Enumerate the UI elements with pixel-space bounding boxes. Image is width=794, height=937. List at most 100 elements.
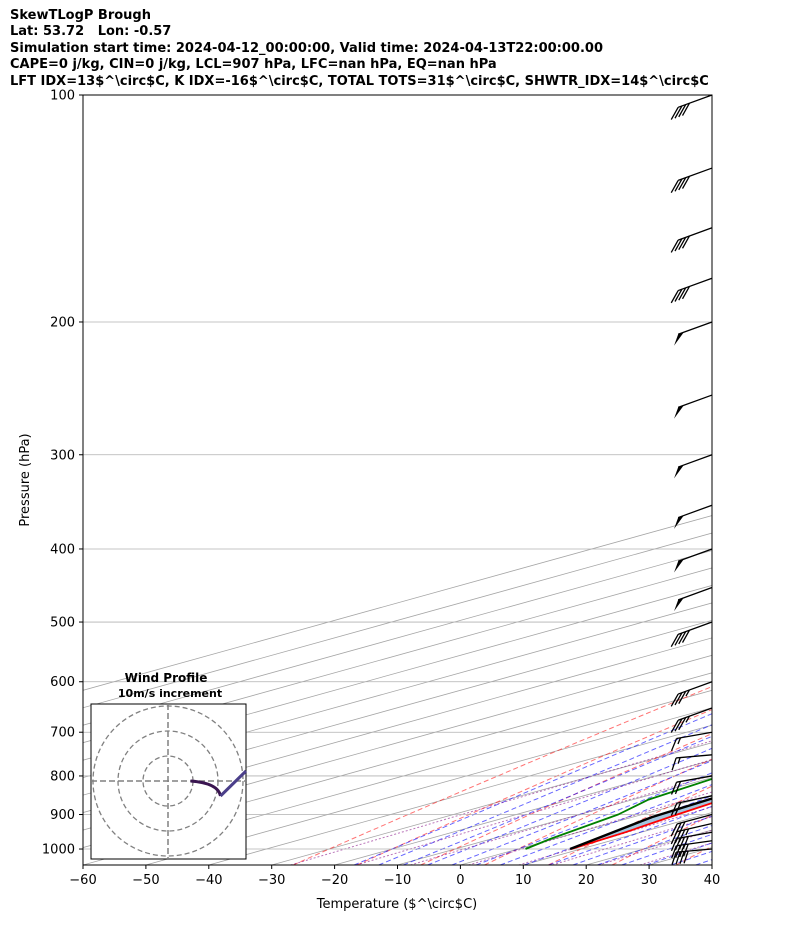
x-tick-label: 10 bbox=[515, 873, 532, 888]
barb-staff bbox=[676, 840, 713, 847]
moist-adiabat bbox=[572, 815, 712, 865]
isotherm bbox=[523, 812, 712, 865]
moist-adiabat bbox=[621, 833, 712, 865]
barb-full bbox=[670, 239, 679, 253]
barb-full bbox=[670, 180, 679, 194]
y-tick-label: 100 bbox=[50, 89, 75, 104]
barb-flag bbox=[674, 465, 684, 479]
moist-adiabat bbox=[500, 784, 712, 865]
barb-full bbox=[682, 843, 689, 857]
barb-full bbox=[671, 757, 677, 771]
chart-header: SkewTLogP Brough Lat: 53.72 Lon: -0.57 S… bbox=[10, 8, 709, 90]
moist-adiabat bbox=[353, 713, 712, 865]
wind-barb bbox=[670, 94, 713, 120]
barb-full bbox=[670, 738, 678, 752]
y-tick-label: 800 bbox=[50, 769, 75, 784]
barb-full bbox=[670, 803, 678, 816]
wind-barb bbox=[670, 731, 713, 752]
wind-barb bbox=[670, 167, 713, 194]
barb-staff bbox=[677, 454, 713, 468]
moist-adiabat bbox=[475, 772, 712, 865]
x-tick-label: −30 bbox=[258, 873, 285, 888]
moist-adiabat bbox=[403, 735, 712, 865]
barb-full bbox=[682, 836, 689, 849]
isotherm bbox=[83, 654, 712, 831]
dry-adiabat bbox=[420, 733, 712, 865]
y-axis-ticks: 100 200 300 400 500 600 700 800 900 1000 bbox=[42, 89, 83, 858]
hodograph-plot bbox=[91, 704, 248, 859]
barb-staff bbox=[676, 731, 713, 740]
barb-flag bbox=[674, 515, 684, 529]
y-tick-label: 600 bbox=[50, 675, 75, 690]
wind-barb bbox=[674, 454, 713, 479]
barb-full bbox=[670, 693, 679, 707]
barb-staff bbox=[676, 831, 713, 840]
wind-barbs-layer bbox=[670, 94, 713, 865]
header-location: Lat: 53.72 Lon: -0.57 bbox=[10, 24, 172, 40]
mixing-ratio-line bbox=[356, 759, 712, 865]
barb-staff bbox=[677, 227, 713, 241]
barb-full bbox=[670, 781, 678, 795]
header-indices-1: CAPE=0 j/kg, CIN=0 j/kg, LCL=907 hPa, LF… bbox=[10, 57, 497, 73]
dry-adiabat bbox=[292, 686, 712, 865]
moist-adiabat bbox=[427, 747, 712, 865]
wind-barb bbox=[671, 754, 713, 771]
dry-adiabat bbox=[675, 845, 712, 865]
isotherm bbox=[83, 689, 712, 865]
hodograph-low-segment bbox=[190, 779, 222, 797]
isotherm bbox=[711, 864, 712, 865]
y-axis-label: Pressure (hPa) bbox=[18, 433, 33, 526]
barb-full bbox=[674, 802, 682, 816]
barb-staff bbox=[676, 822, 713, 833]
barb-staff bbox=[676, 775, 713, 783]
wind-barb bbox=[670, 707, 713, 733]
barb-full bbox=[681, 286, 691, 300]
y-tick-label: 700 bbox=[50, 726, 75, 741]
x-tick-label: −10 bbox=[384, 873, 411, 888]
mixing-ratio-line bbox=[290, 740, 712, 865]
wind-barb bbox=[671, 840, 713, 859]
hodograph-high-segment bbox=[219, 769, 248, 798]
barb-full bbox=[674, 238, 683, 252]
barb-staff bbox=[677, 277, 713, 292]
barb-half bbox=[677, 737, 682, 745]
isotherm bbox=[208, 724, 712, 865]
barb-full bbox=[678, 691, 687, 704]
wind-barb bbox=[670, 227, 713, 253]
barb-full bbox=[671, 845, 677, 859]
dry-adiabat bbox=[484, 758, 712, 865]
barb-full bbox=[670, 719, 679, 733]
x-tick-label: −50 bbox=[132, 873, 159, 888]
x-tick-label: 20 bbox=[578, 873, 595, 888]
moist-adiabat bbox=[670, 850, 712, 865]
barb-full bbox=[678, 631, 687, 645]
barb-staff bbox=[677, 548, 713, 562]
moist-adiabat bbox=[597, 824, 712, 865]
barb-staff bbox=[677, 813, 713, 825]
y-tick-label: 200 bbox=[50, 315, 75, 330]
barb-staff bbox=[676, 754, 713, 759]
barb-full bbox=[678, 177, 687, 191]
isotherm bbox=[145, 707, 712, 865]
x-axis-label: Temperature ($^\circ$C) bbox=[316, 897, 477, 912]
hodograph-title: Wind Profile bbox=[125, 671, 208, 685]
temperature-line bbox=[571, 802, 712, 850]
barb-full bbox=[678, 836, 686, 850]
isotherm bbox=[83, 619, 712, 796]
wind-barb bbox=[674, 586, 713, 612]
wind-barb bbox=[670, 277, 713, 304]
wind-barb bbox=[674, 394, 713, 419]
barb-full bbox=[674, 178, 683, 192]
barb-staff bbox=[677, 94, 713, 108]
moist-adiabat bbox=[548, 805, 712, 865]
isotherm bbox=[271, 742, 712, 865]
header-times: Simulation start time: 2024-04-12_00:00:… bbox=[10, 40, 603, 56]
barb-full bbox=[671, 851, 677, 865]
y-tick-label: 500 bbox=[50, 616, 75, 631]
hodograph-subtitle: 10m/s increment bbox=[118, 687, 222, 700]
barb-full bbox=[674, 105, 683, 119]
barb-half bbox=[677, 757, 681, 764]
dry-adiabat bbox=[611, 814, 712, 865]
header-indices-2: LFT IDX=13$^\circ$C, K IDX=-16$^\circ$C,… bbox=[10, 73, 709, 89]
